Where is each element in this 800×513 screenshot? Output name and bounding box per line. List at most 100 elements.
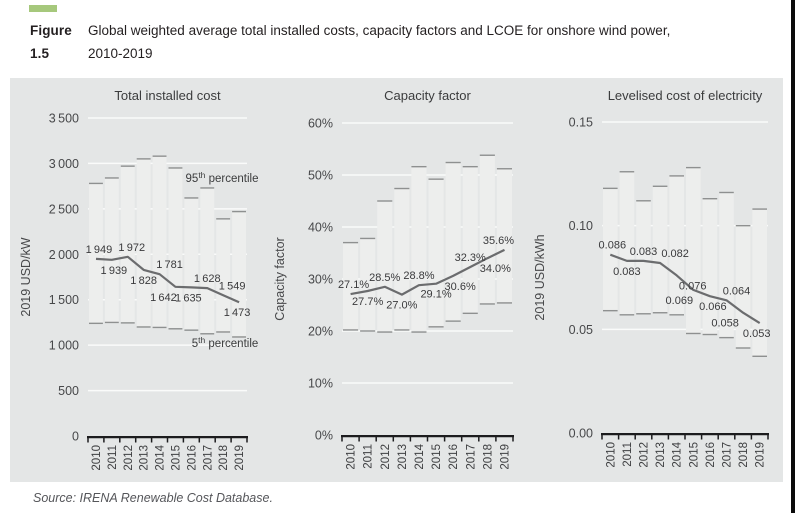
x-tick-year-label: 2017 [202, 445, 214, 471]
y-tick-label: 3 000 [49, 157, 79, 171]
percentile-range-bar [152, 156, 167, 328]
percentile-range-bar [343, 242, 359, 330]
panel-title: Total installed cost [114, 88, 221, 103]
point-label: 29.1% [420, 289, 451, 301]
y-tick-label: 30% [308, 273, 333, 287]
point-label: 27.7% [352, 296, 383, 308]
figure-title-line1: Global weighted average total installed … [88, 23, 671, 38]
y-tick-label: 2 500 [49, 202, 79, 216]
weighted-average-line [609, 253, 761, 325]
x-tick-year-label: 2018 [738, 442, 750, 468]
x-tick-year-label: 2011 [107, 445, 119, 470]
point-label: 32.3% [455, 252, 486, 264]
x-tick-year-label: 2016 [705, 442, 717, 468]
percentile-range-bar [136, 158, 151, 327]
chart-panel-2: 27.1% 27.7% 28.5% 27.0% 28.8% 29.1%30.6% 32.3%… [273, 88, 514, 470]
panel-title: Levelised cost of electricity [608, 88, 763, 103]
percentile-annotation: 95th percentile [186, 170, 259, 185]
percentile-range-bar [232, 211, 246, 337]
weighted-average-line [95, 255, 240, 304]
y-tick-label: 40% [308, 221, 333, 235]
point-label: 28.8% [403, 270, 434, 282]
percentile-range-bar [428, 179, 444, 327]
point-label: 0.058 [711, 318, 739, 330]
percentile-range-bar [619, 171, 635, 315]
x-tick-year-label: 2012 [639, 442, 651, 468]
y-axis-label: 2019 USD/kW [19, 237, 33, 316]
percentile-range-bar [445, 162, 461, 322]
point-label: 1 939 [101, 265, 128, 277]
point-label: 1 642 [150, 292, 177, 304]
percentile-range-bar [752, 209, 767, 357]
y-tick-label: 3 500 [49, 112, 79, 126]
x-tick-year-label: 2014 [414, 443, 426, 469]
y-tick-label: 0% [315, 429, 333, 443]
x-tick-year-label: 2018 [218, 445, 230, 471]
percentile-range-bar [479, 155, 495, 304]
weighted-average-line [350, 248, 505, 296]
x-tick-year-label: 2017 [465, 444, 477, 470]
x-tick-year-label: 2010 [605, 442, 617, 468]
point-label: 35.6% [483, 235, 514, 247]
x-tick-year-label: 2014 [155, 444, 167, 470]
panel-title: Capacity factor [384, 88, 471, 103]
x-tick-year-label: 2013 [655, 442, 667, 468]
percentile-annotation: 5th percentile [192, 335, 259, 350]
percentile-range-bar [184, 197, 199, 331]
y-tick-label: 1 500 [49, 293, 79, 307]
point-label: 1 828 [130, 275, 157, 287]
source-note: Source: IRENA Renewable Cost Database. [33, 491, 273, 505]
y-tick-label: 50% [308, 169, 333, 183]
figure-label: Figure 1.5 [30, 23, 72, 61]
percentile-range-bar [394, 188, 410, 330]
point-label: 0.083 [613, 266, 641, 278]
percentile-range-bar [702, 198, 718, 335]
x-tick-year-label: 2019 [500, 444, 512, 470]
percentile-range-bar [669, 175, 684, 315]
x-tick-year-label: 2019 [755, 442, 767, 468]
y-tick-label: 60% [308, 117, 333, 131]
point-label: 1 473 [224, 307, 251, 319]
percentile-range-bar [603, 188, 618, 311]
x-tick-year-label: 2012 [123, 445, 135, 471]
figure-title: Global weighted average total installed … [88, 19, 670, 65]
point-label: 1 628 [194, 273, 221, 285]
percentile-range-bar [735, 225, 751, 348]
percentile-range-bar [168, 167, 183, 329]
x-tick-year-label: 2012 [380, 444, 392, 470]
point-label: 27.0% [386, 300, 417, 312]
x-tick-year-label: 2010 [91, 445, 103, 471]
x-tick-year-label: 2011 [622, 442, 634, 467]
x-tick-year-label: 2013 [397, 444, 409, 470]
x-tick-year-label: 2014 [672, 441, 684, 467]
y-tick-label: 20% [308, 325, 333, 339]
percentile-range-bar [652, 186, 668, 313]
percentile-range-bar [377, 201, 393, 333]
x-tick-year-label: 2010 [346, 444, 358, 470]
point-label: 1 972 [118, 242, 145, 254]
x-tick-year-label: 2013 [139, 445, 151, 471]
x-tick-year-label: 2018 [482, 444, 494, 470]
point-label: 27.1% [338, 279, 369, 291]
point-label: 28.5% [369, 272, 400, 284]
y-tick-label: 1 000 [49, 339, 79, 353]
y-tick-label: 0.15 [569, 116, 593, 130]
x-tick-year-label: 2016 [186, 445, 198, 471]
point-label: 0.083 [630, 246, 658, 258]
y-tick-label: 0.10 [569, 219, 593, 233]
percentile-range-bar [462, 166, 478, 314]
chart-area: 1 949 1 939 1 972 1 828 1 781 1 642 1 635 1 628… [10, 78, 783, 482]
percentile-range-bar [104, 177, 119, 323]
percentile-range-bar [89, 183, 103, 324]
percentile-range-bar [496, 168, 512, 303]
percentile-range-bar [360, 238, 376, 331]
y-tick-label: 500 [58, 384, 79, 398]
point-label: 34.0% [480, 263, 511, 275]
point-label: 0.053 [743, 328, 771, 340]
x-tick-year-label: 2017 [722, 442, 734, 468]
x-tick-year-label: 2016 [448, 444, 460, 470]
